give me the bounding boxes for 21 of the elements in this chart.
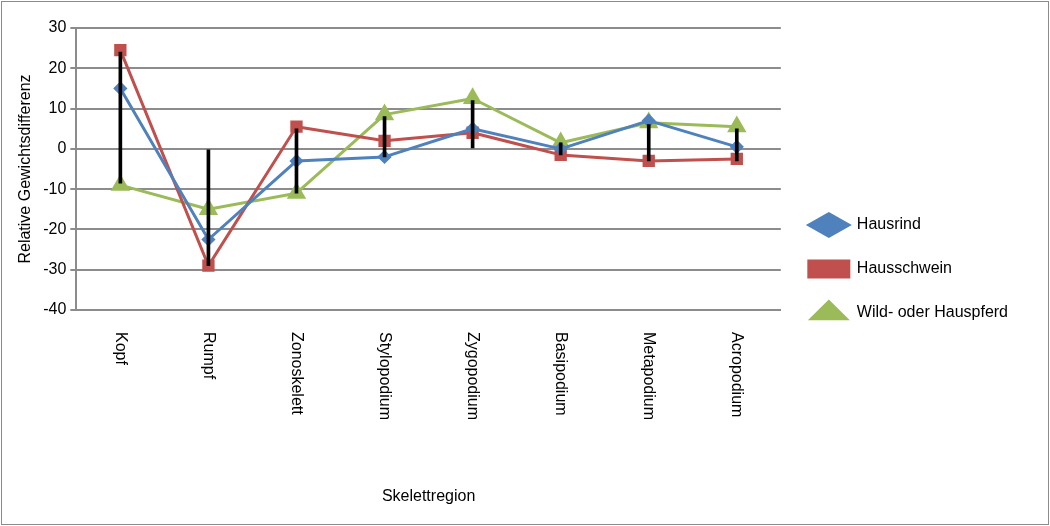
legend-label: Wild- oder Hauspferd bbox=[856, 303, 1008, 321]
x-tick-label: Kopf bbox=[112, 332, 130, 366]
y-tick-label: 10 bbox=[48, 98, 67, 116]
x-tick-label: Rumpf bbox=[201, 332, 219, 380]
legend-label: Hausrind bbox=[856, 215, 921, 233]
x-tick-label: Acropodium bbox=[729, 332, 747, 418]
y-axis-title: Relative Gewichtsdifferenz bbox=[16, 74, 34, 264]
x-tick-label: Metapodium bbox=[641, 332, 659, 421]
y-tick-label: -10 bbox=[43, 179, 67, 197]
x-tick-label: Basipodium bbox=[553, 332, 571, 416]
y-tick-label: 20 bbox=[48, 58, 67, 76]
x-axis-title: Skelettregion bbox=[381, 486, 476, 504]
y-tick-label: -30 bbox=[43, 260, 67, 278]
legend-label: Hausschwein bbox=[856, 259, 952, 277]
x-tick-label: Stylopodium bbox=[377, 332, 395, 421]
y-tick-label: -40 bbox=[43, 300, 67, 318]
x-tick-label: Zygopodium bbox=[465, 332, 483, 421]
y-tick-label: -20 bbox=[43, 219, 67, 237]
y-tick-label: 30 bbox=[48, 18, 67, 36]
y-tick-label: 0 bbox=[57, 139, 67, 157]
x-tick-label: Zonoskelett bbox=[289, 332, 307, 416]
